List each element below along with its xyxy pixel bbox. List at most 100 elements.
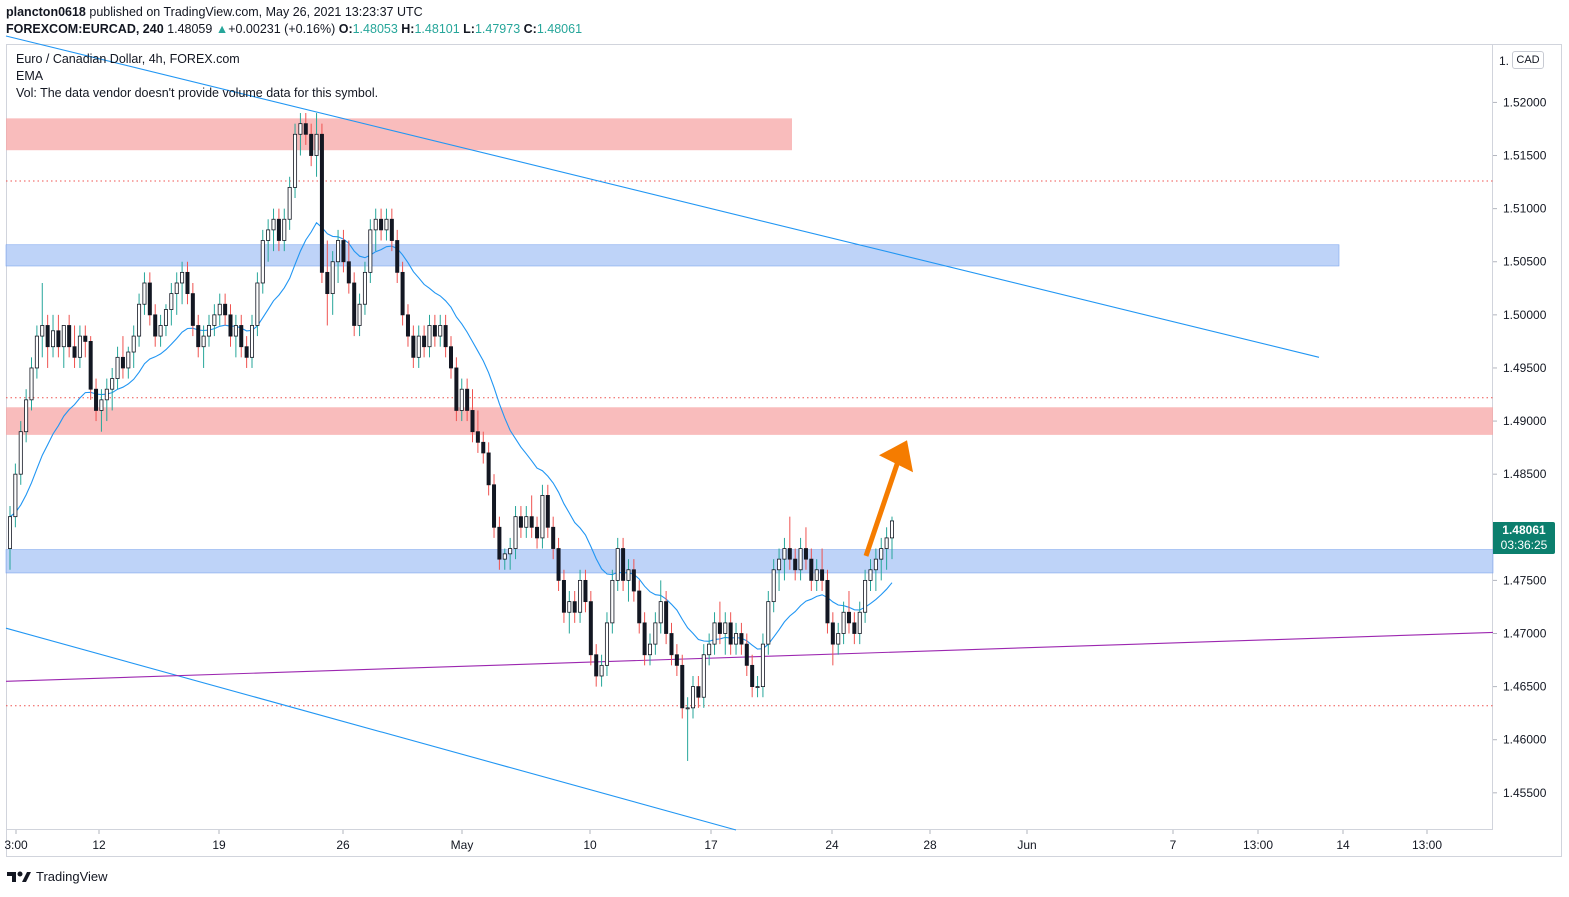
candle-body [67, 325, 72, 348]
candle-body [314, 133, 319, 156]
x-tick-label: 19 [212, 838, 226, 852]
candle-body [325, 271, 330, 295]
candle-body [879, 548, 884, 560]
price-axis[interactable] [1493, 44, 1562, 830]
x-tick-label: 28 [923, 838, 937, 852]
publisher-name[interactable]: plancton0618 [6, 5, 86, 19]
candle-body [180, 271, 185, 284]
x-tick-label: Jun [1017, 838, 1036, 852]
chart-pane[interactable] [6, 44, 1493, 830]
trend-line-1 [5, 35, 1320, 358]
candle-body [443, 325, 448, 348]
low-value: 1.47973 [474, 22, 521, 36]
candle-body [373, 218, 378, 231]
y-tick-label: 1.46000 [1503, 733, 1547, 747]
candle-body [368, 229, 373, 273]
candle-body [61, 325, 66, 348]
candle-body [475, 431, 480, 443]
currency-badge[interactable]: CAD [1512, 51, 1544, 69]
tradingview-footer[interactable]: TradingView [6, 868, 108, 884]
candle-body [147, 282, 152, 316]
candle-body [293, 133, 298, 188]
candle-body [448, 346, 453, 369]
y-tick-label: 1.45500 [1503, 786, 1547, 800]
candle-body [846, 611, 851, 624]
candle-body [131, 335, 136, 353]
up-triangle-icon: ▲ [215, 22, 229, 36]
candle-body [13, 473, 18, 518]
candle-body [696, 686, 701, 698]
candle-body [384, 218, 389, 231]
candle-body [723, 622, 728, 634]
candle-body [712, 622, 717, 645]
candle-body [357, 303, 362, 326]
candle-body [599, 664, 604, 677]
publish-text: published on TradingView.com, May 26, 20… [85, 5, 423, 19]
candle-body [276, 218, 281, 241]
candle-body [545, 495, 550, 528]
candle-body [486, 452, 491, 486]
candle-body [24, 399, 29, 433]
up-arrow-head [879, 440, 913, 473]
high-label: H: [401, 22, 415, 36]
candle-body [502, 553, 507, 560]
candle-body [169, 293, 174, 310]
support-zone-4 [5, 549, 1494, 574]
candle-body [266, 229, 271, 241]
candle-body [492, 484, 497, 528]
candle-body [556, 548, 561, 581]
candle-body [239, 325, 244, 348]
last-price-tag-value: 1.48061 [1502, 523, 1546, 537]
candle-body [481, 441, 486, 454]
y-tick-label: 1.49500 [1503, 361, 1547, 375]
last-price-tag: 1.48061 03:36:25 [1493, 522, 1555, 554]
candle-body [432, 325, 437, 337]
candle-body [282, 218, 287, 241]
close-label: C: [523, 22, 537, 36]
high-value: 1.48101 [414, 22, 460, 36]
legend-title[interactable]: Euro / Canadian Dollar, 4h, FOREX.com [16, 52, 240, 66]
candle-body [744, 643, 749, 666]
candle-body [389, 218, 394, 241]
candle-body [45, 325, 50, 348]
candle-body [298, 123, 303, 135]
x-tick-label: 10 [583, 838, 597, 852]
candle-body [201, 335, 206, 348]
candle-body [685, 707, 690, 710]
legend-volume[interactable]: Vol: The data vendor doesn't provide vol… [16, 86, 379, 100]
candle-body [782, 548, 787, 560]
legend-ema[interactable]: EMA [16, 69, 44, 83]
candle-body [518, 516, 523, 528]
candle-body [77, 335, 82, 358]
candle-body [594, 654, 599, 677]
candle-body [110, 378, 115, 390]
candle-body [379, 218, 384, 231]
candle-body [115, 356, 120, 379]
candle-body [750, 664, 755, 688]
candle-body [260, 240, 265, 284]
candle-body [400, 271, 405, 316]
candle-body [814, 569, 819, 581]
candle-body [701, 654, 706, 698]
candle-body [7, 516, 12, 549]
candle-body [228, 314, 233, 337]
candle-body [868, 569, 873, 581]
candle-body [99, 399, 104, 411]
candle-body [163, 309, 168, 326]
time-axis[interactable] [6, 830, 1562, 857]
candle-body [174, 282, 179, 295]
candle-body [158, 325, 163, 337]
candle-body [809, 558, 814, 581]
x-tick-label: 14 [1336, 838, 1350, 852]
candle-body [777, 558, 782, 571]
candle-body [540, 495, 545, 539]
candle-body [336, 240, 341, 263]
candle-body [884, 537, 889, 549]
candle-body [793, 558, 798, 571]
candle-body [250, 325, 255, 358]
candle-body [217, 303, 222, 316]
candle-body [72, 346, 77, 358]
candle-body [755, 686, 760, 689]
y-tick-label: 1.47000 [1503, 627, 1547, 641]
